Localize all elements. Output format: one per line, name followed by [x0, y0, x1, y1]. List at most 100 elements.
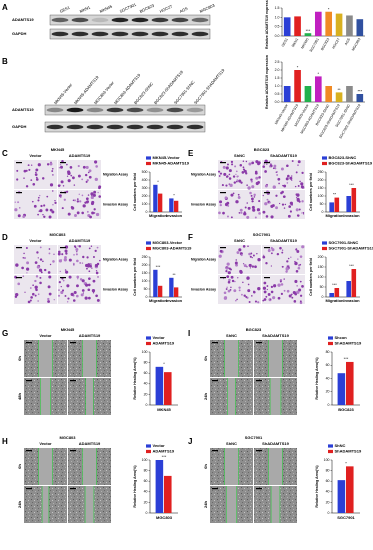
cell	[226, 175, 229, 178]
row-label: 24h	[203, 393, 208, 400]
cell	[229, 268, 232, 271]
lane-label: MKN45	[99, 3, 114, 13]
row-label: Migration Assay	[191, 172, 217, 177]
cell	[68, 258, 72, 262]
cell	[271, 248, 275, 252]
cell	[297, 164, 299, 167]
cell	[74, 214, 77, 217]
row-label: Migration Assay	[103, 257, 129, 262]
cell	[266, 163, 268, 165]
y-tick-label: 60	[144, 371, 148, 375]
cell	[292, 290, 296, 295]
lane-label: MKN45-Vector	[53, 82, 74, 106]
cell	[238, 212, 241, 214]
cell	[286, 260, 289, 263]
cell	[298, 208, 301, 211]
cell	[66, 190, 69, 193]
cell	[262, 299, 265, 302]
cell	[283, 184, 287, 188]
cell	[270, 215, 274, 219]
column-label: ADAMTS19	[69, 238, 91, 243]
cell	[32, 183, 36, 186]
significance: *	[173, 192, 175, 197]
column-label: ADAMTS19	[69, 153, 91, 158]
cell	[231, 279, 235, 283]
cell	[244, 206, 247, 209]
cell	[252, 208, 256, 212]
scale-bar	[212, 488, 218, 490]
cell	[283, 289, 286, 292]
cell	[233, 181, 236, 184]
cell	[285, 267, 289, 271]
cell	[72, 176, 75, 180]
cell	[296, 290, 300, 294]
cell	[97, 276, 99, 278]
row-label: 0h	[17, 464, 22, 469]
cell	[32, 284, 34, 287]
cell	[247, 206, 251, 210]
cell	[59, 163, 62, 166]
column-label: ShNC	[234, 153, 245, 158]
y-tick-label: 0	[146, 403, 148, 407]
bar	[337, 480, 346, 513]
bar	[158, 193, 163, 212]
cell	[64, 249, 68, 253]
y-tick-label: 1.0	[275, 15, 280, 19]
cell	[228, 173, 231, 176]
y-tick-label: 100	[142, 458, 148, 462]
cell	[238, 248, 242, 252]
blot-band	[66, 107, 84, 113]
cell	[52, 190, 54, 192]
bar	[314, 11, 322, 36]
significance: *	[297, 65, 299, 70]
cell	[226, 275, 230, 279]
y-tick-label: 2.0	[275, 68, 280, 72]
cell	[95, 294, 98, 298]
cell	[77, 164, 80, 168]
cell	[225, 166, 229, 170]
blot-band	[46, 107, 64, 113]
cell	[75, 247, 79, 252]
cell	[256, 252, 258, 255]
significance: ***	[357, 89, 362, 94]
cell	[291, 179, 293, 181]
cell	[222, 165, 226, 169]
blot-band	[71, 17, 89, 23]
y-tick-label: 100	[142, 279, 148, 283]
cell	[300, 185, 304, 189]
blot-band	[91, 17, 109, 23]
legend-label: Vector	[153, 443, 166, 448]
cell	[299, 294, 303, 297]
legend-swatch	[328, 449, 333, 454]
y-tick-label: 150	[318, 265, 324, 269]
cell	[289, 201, 293, 205]
blot-band	[126, 124, 144, 130]
bar	[346, 281, 351, 297]
significance: ***	[344, 356, 349, 361]
blot-strip	[49, 14, 211, 26]
legend-swatch	[146, 449, 151, 454]
legend-swatch	[146, 336, 151, 340]
y-tick-label: 0	[146, 295, 148, 299]
scale-bar	[60, 162, 66, 164]
cell	[257, 258, 261, 262]
bar	[356, 94, 364, 102]
cell	[53, 299, 55, 301]
cell	[239, 269, 243, 274]
cell	[47, 271, 51, 274]
cell	[221, 184, 224, 187]
scale-bar	[70, 450, 76, 452]
cell	[251, 205, 255, 209]
cell	[58, 259, 63, 263]
cell	[39, 194, 41, 197]
cell	[291, 293, 293, 296]
cell	[42, 260, 44, 263]
y-tick-label: 40	[326, 490, 330, 494]
y-tick-label: 20	[326, 390, 330, 394]
cell	[236, 175, 239, 178]
cell	[281, 190, 284, 194]
cell	[243, 294, 246, 297]
cell	[94, 160, 98, 164]
cell	[248, 300, 251, 303]
y-tick-label: 100	[142, 202, 148, 206]
